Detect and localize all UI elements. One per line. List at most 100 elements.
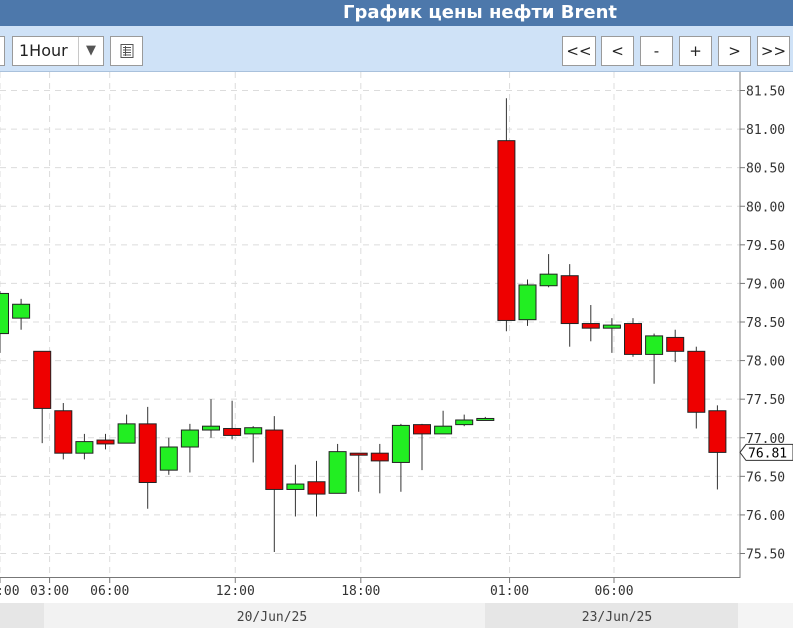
x-tick-label: 12:00: [216, 584, 255, 599]
candle: [624, 318, 642, 357]
chart-toolbar: 1Hour ▼ << < - + > >>: [0, 26, 793, 72]
y-tick-label: 78.00: [746, 355, 785, 370]
candle-body: [370, 452, 389, 462]
table-icon: [120, 44, 133, 58]
candle-body: [539, 273, 558, 287]
y-tick-label: 76.50: [746, 470, 785, 485]
date-band: [44, 603, 485, 628]
candle-body: [666, 336, 685, 352]
candle: [12, 298, 31, 330]
y-tick-label: 81.50: [746, 85, 785, 100]
interval-value: 1Hour: [19, 41, 68, 60]
window-title: График цены нефти Brent: [342, 2, 617, 23]
candle-body: [497, 140, 516, 321]
candle: [602, 318, 621, 353]
table-view-button[interactable]: [110, 36, 143, 66]
candle: [244, 426, 263, 463]
grid-lines: [0, 72, 740, 577]
candles: [0, 98, 727, 552]
y-tick-label: 75.50: [746, 548, 785, 563]
candle-body: [328, 451, 347, 494]
candle-body: [33, 350, 52, 409]
candle: [413, 423, 431, 471]
candle-body: [624, 323, 642, 355]
nav-next-button[interactable]: >: [718, 36, 751, 66]
date-band: [738, 603, 793, 628]
candle: [539, 254, 558, 288]
y-tick-label: 80.50: [746, 162, 785, 177]
x-tick-label: 03:00: [30, 584, 69, 599]
candle-body: [54, 410, 73, 454]
y-tick-label: 79.00: [746, 277, 785, 292]
y-tick-label: 76.00: [746, 509, 785, 524]
candle: [75, 433, 94, 460]
candle: [307, 460, 326, 517]
nav-first-button[interactable]: <<: [562, 36, 596, 66]
date-band: [0, 603, 44, 628]
y-tick-label: 77.00: [746, 432, 785, 447]
candle: [54, 403, 73, 460]
x-tick-label: 18:00: [341, 584, 380, 599]
candle-body: [223, 427, 242, 436]
nav-prev-button[interactable]: <: [601, 36, 634, 66]
candle: [159, 437, 178, 475]
y-tick-label: 79.50: [746, 239, 785, 254]
date-label-20jun: 20/Jun/25: [237, 610, 307, 625]
candle-body: [180, 429, 199, 448]
y-tick-label: 77.50: [746, 393, 785, 408]
x-axis: 00:00 03:00 06:00 12:00 18:00 01:00 06:00: [0, 577, 634, 599]
candle: [33, 350, 52, 444]
candle: [265, 416, 284, 552]
candle-body: [75, 441, 94, 454]
candle-body: [96, 439, 115, 445]
candle-body: [12, 303, 31, 319]
candle-body: [518, 284, 537, 321]
candle-body: [434, 425, 453, 435]
y-axis: 75.50 76.00 76.50 77.00 77.50 78.00 78.50 79.00…: [740, 85, 785, 563]
toolbar-clipped-button[interactable]: [0, 36, 5, 66]
candle-body: [159, 446, 178, 471]
candle: [518, 279, 537, 326]
candle: [286, 464, 305, 517]
y-tick-label: 81.00: [746, 123, 785, 138]
candle-body: [265, 429, 284, 490]
last-price-tag: [739, 443, 793, 461]
x-tick-label: 00:00: [0, 584, 20, 599]
candle: [0, 291, 9, 353]
candle-body: [581, 323, 600, 329]
y-tick-label: 78.50: [746, 316, 785, 331]
candle-body: [138, 423, 157, 484]
candle-body: [391, 424, 410, 463]
candle: [434, 410, 453, 435]
candle: [708, 405, 727, 490]
candle: [560, 264, 579, 347]
candle: [581, 305, 600, 342]
candle: [687, 346, 706, 429]
zoom-in-button[interactable]: +: [679, 36, 712, 66]
candle-body: [413, 424, 431, 435]
last-price-label: 76.81: [748, 446, 787, 461]
dropdown-arrow-icon: ▼: [78, 37, 103, 65]
interval-select[interactable]: 1Hour ▼: [12, 36, 104, 66]
candle: [391, 423, 410, 492]
candle: [223, 400, 242, 440]
y-tick-label: 80.00: [746, 200, 785, 215]
candle-body: [645, 335, 664, 355]
candle-body: [602, 324, 621, 329]
candle-body: [307, 481, 326, 495]
candle: [455, 414, 474, 427]
candle: [476, 416, 495, 421]
x-tick-label: 06:00: [90, 584, 129, 599]
x-tick-label: 01:00: [490, 584, 529, 599]
candle: [180, 423, 199, 473]
candle: [202, 399, 220, 438]
candle: [138, 406, 157, 509]
zoom-out-button[interactable]: -: [640, 36, 673, 66]
candle-body: [560, 275, 579, 325]
date-label-23jun: 23/Jun/25: [582, 610, 652, 625]
nav-last-button[interactable]: >>: [757, 36, 790, 66]
candle-body: [286, 483, 305, 490]
candle: [117, 414, 136, 444]
candle-body: [455, 419, 474, 426]
